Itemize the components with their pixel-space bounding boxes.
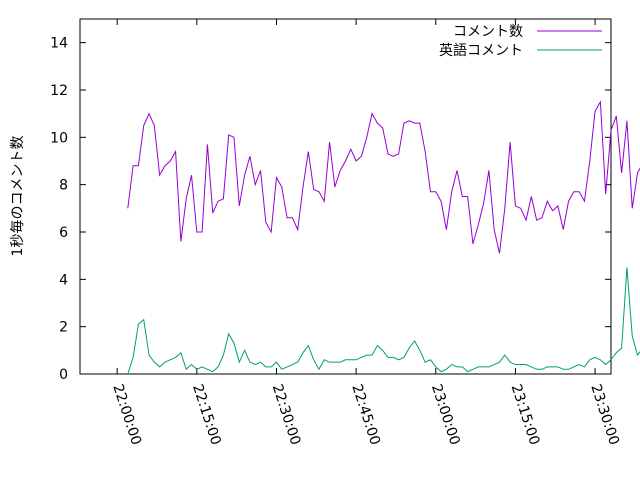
- plot-frame: [79, 18, 612, 375]
- series-group: [127, 100, 640, 375]
- y-tick-label: 4: [59, 272, 68, 288]
- y-tick-label: 10: [50, 130, 68, 146]
- series-line-1: [127, 267, 640, 375]
- legend-label: 英語コメント: [439, 42, 523, 59]
- series-line-0: [127, 100, 640, 254]
- x-tick-label: 22:15:00: [189, 382, 224, 447]
- y-tick-label: 2: [59, 320, 68, 336]
- y-tick-label: 6: [59, 225, 68, 241]
- x-tick-label: 23:15:00: [508, 382, 543, 447]
- x-tick-label: 22:00:00: [109, 382, 144, 447]
- x-tick-label: 23:00:00: [428, 382, 463, 447]
- legend-label: コメント数: [453, 24, 523, 40]
- x-tick-label: 23:30:00: [587, 382, 622, 447]
- y-tick-label: 0: [59, 367, 68, 383]
- y-tick-label: 14: [50, 36, 68, 52]
- x-tick-label: 22:45:00: [348, 382, 383, 447]
- y-tick-label: 8: [59, 178, 68, 194]
- x-axis: 22:00:00 22:15:00 22:30:00 22:45:00 23:00:00…: [109, 19, 622, 447]
- y-tick-label: 12: [50, 83, 68, 99]
- y-axis: 0 2 4 6 8 10 12 14: [50, 36, 611, 383]
- y-axis-label: 1秒毎のコメント数: [10, 136, 26, 257]
- x-tick-label: 22:30:00: [269, 382, 304, 447]
